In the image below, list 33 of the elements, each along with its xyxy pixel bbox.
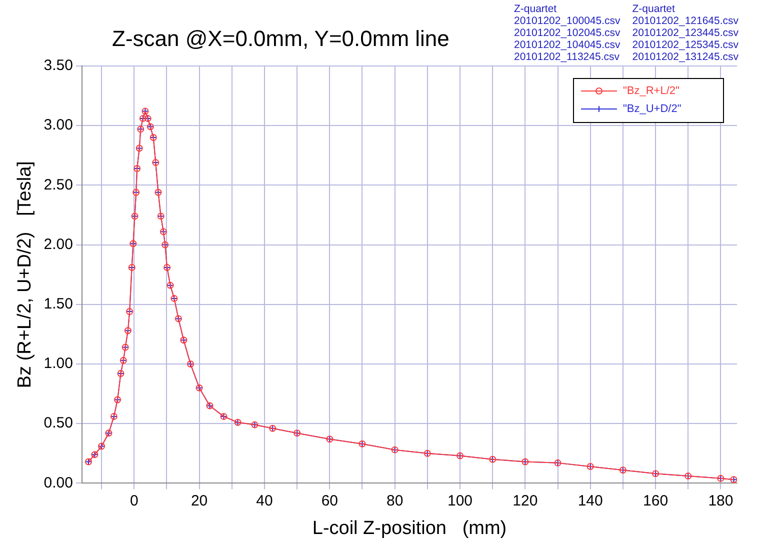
x-tick-label: 140 <box>578 492 603 510</box>
text: 20101202_131245.csv <box>632 51 739 63</box>
text: Z-quartet <box>632 3 676 15</box>
x-tick-label: 60 <box>321 492 338 510</box>
y-tick-label: 3.00 <box>44 116 73 134</box>
text: 20101202_113245.csv <box>514 51 620 63</box>
chart-title: Z-scan @X=0.0mm, Y=0.0mm line <box>112 26 450 52</box>
y-tick-label: 3.50 <box>44 57 73 74</box>
x-tick-label: 80 <box>386 492 404 510</box>
y-tick-label: 0.50 <box>44 414 73 432</box>
x-tick-label: 180 <box>708 492 734 510</box>
y-tick-label: 2.00 <box>44 236 73 253</box>
x-tick-label: 40 <box>256 492 273 510</box>
text: Z-quartet <box>514 3 558 15</box>
x-tick-label: 120 <box>512 492 538 510</box>
x-tick-label: 20 <box>190 492 208 510</box>
text: 20101202_100045.csv <box>514 15 620 27</box>
text: 20101202_121645.csv <box>632 15 739 27</box>
text: 20101202_123445.csv <box>632 27 739 39</box>
y-tick-label: 1.00 <box>44 355 73 372</box>
legend-label: "Bz_R+L/2" <box>623 85 680 98</box>
text: 20101202_125345.csv <box>632 39 739 51</box>
x-tick-label: 100 <box>447 492 473 510</box>
x-tick-label: 160 <box>643 492 668 510</box>
legend-label: "Bz_U+D/2" <box>623 103 682 116</box>
y-tick-label: 1.50 <box>44 296 73 313</box>
text: 20101202_102045.csv <box>514 27 620 39</box>
text: 20101202_104045.csv <box>514 39 620 51</box>
y-tick-label: 2.50 <box>44 176 73 194</box>
y-axis-title: Bz (R+L/2, U+D/2) [Tesla] <box>14 161 36 388</box>
x-axis-title: L-coil Z-position (mm) <box>312 518 507 539</box>
y-tick-label: 0.00 <box>44 474 73 492</box>
x-tick-label: 0 <box>130 492 138 510</box>
